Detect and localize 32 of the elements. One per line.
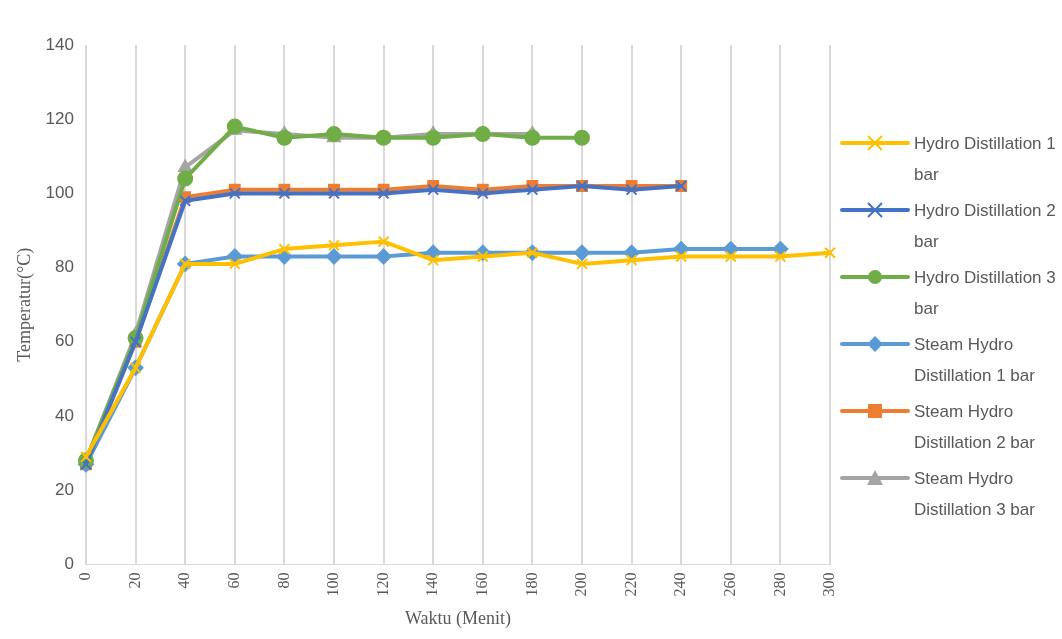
y-tick-label: 100 [45,183,74,203]
legend-label: Steam Hydro Distillation 2 bar [914,401,1036,454]
x-tick-label: 220 [621,572,639,597]
y-tick-label: 60 [55,331,74,351]
x-tick-label: 40 [175,572,193,589]
y-axis-title: Temperatur(°C) [13,247,35,362]
x-tick-label: 260 [721,572,738,597]
x-tick-label: 200 [572,572,590,597]
x-tick-label: 180 [522,572,540,597]
legend-label: Hydro Distillation 2 bar [914,200,1057,253]
x-tick-label: 60 [224,572,242,589]
x-tick-label: 280 [770,572,788,597]
legend-label: Steam Hydro Distillation 1 bar [914,334,1036,387]
x-tick-label: 240 [671,572,689,597]
y-tick-label: 140 [45,34,74,54]
y-tick-label: 40 [55,405,74,425]
x-tick-label: 100 [324,572,342,597]
x-tick-label: 300 [820,572,838,597]
y-tick-label: 120 [45,108,74,128]
x-tick-label: 80 [274,572,292,589]
x-tick-label: 140 [423,572,441,597]
x-tick-label: 120 [373,572,391,597]
y-tick-label: 80 [55,257,74,277]
x-axis-title: Waktu (Menit) [404,607,511,629]
legend-label: Hydro Distillation 3 bar [914,267,1057,320]
x-tick-label: 0 [76,572,94,581]
y-tick-label: 0 [64,554,74,574]
legend-label: Steam Hydro Distillation 3 bar [914,468,1036,521]
x-tick-label: 20 [125,572,143,589]
legend-label: Hydro Distillation 1 bar [914,133,1057,186]
x-tick-label: 160 [472,572,490,597]
y-tick-label: 20 [55,479,74,499]
